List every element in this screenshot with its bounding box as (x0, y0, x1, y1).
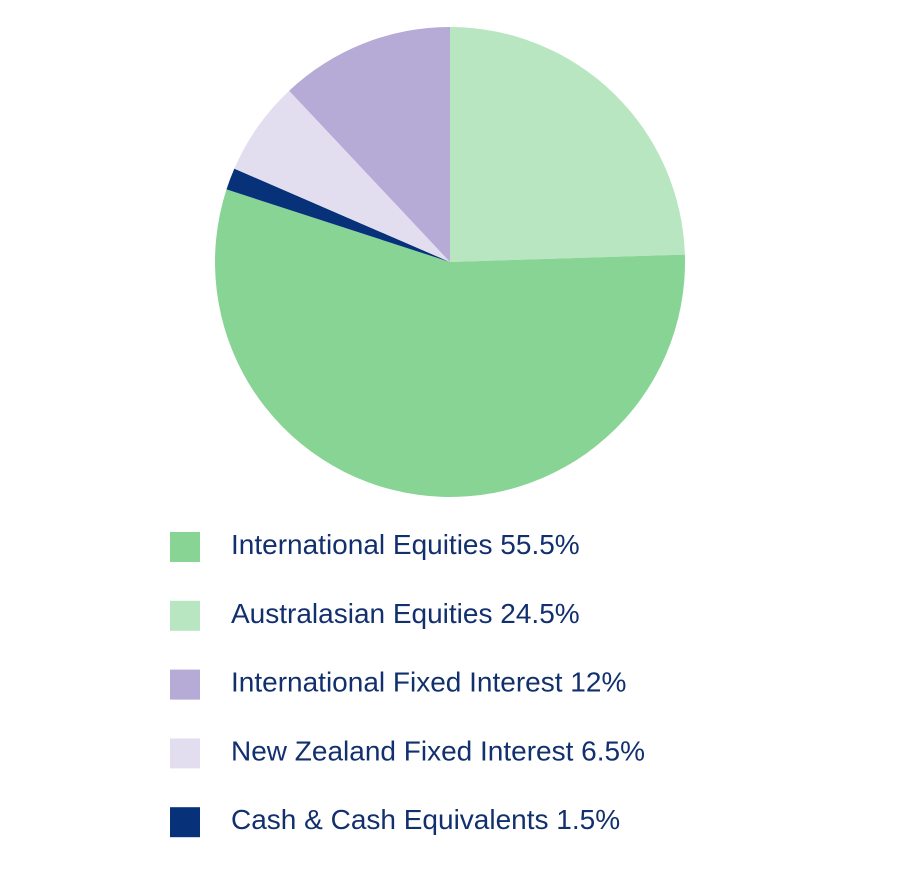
legend-swatch (170, 669, 200, 700)
legend-label: International Equities 55.5% (231, 529, 580, 560)
legend-name: New Zealand Fixed Interest (231, 736, 574, 767)
pie-slice (450, 27, 685, 262)
legend-swatch (170, 807, 200, 838)
legend-value: 24.5% (500, 598, 579, 629)
pie-slice (289, 27, 450, 262)
legend-value: 1.5% (556, 805, 620, 836)
legend-swatch (170, 600, 200, 631)
legend-name: International Equities (231, 529, 493, 560)
legend-swatch (170, 738, 200, 769)
legend-value: 12% (570, 667, 626, 698)
legend-name: Cash & Cash Equivalents (231, 805, 549, 836)
legend-label: International Fixed Interest 12% (231, 667, 626, 698)
pie-slice (226, 168, 450, 262)
legend-label: New Zealand Fixed Interest 6.5% (231, 736, 645, 767)
legend-name: Australasian Equities (231, 598, 492, 629)
legend-swatch (170, 532, 200, 562)
legend-value: 55.5% (500, 529, 579, 560)
legend-label: Cash & Cash Equivalents 1.5% (231, 805, 620, 836)
pie-slice (215, 189, 685, 498)
pie-slice (234, 90, 450, 262)
legend-name: International Fixed Interest (231, 667, 563, 698)
legend-value: 6.5% (581, 736, 645, 767)
legend-label: Australasian Equities 24.5% (231, 598, 580, 629)
